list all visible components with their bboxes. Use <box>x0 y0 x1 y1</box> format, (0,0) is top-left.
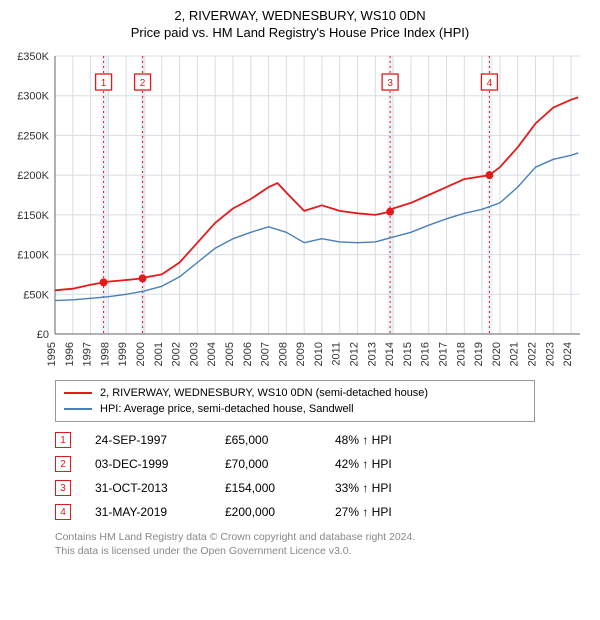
svg-text:£150K: £150K <box>17 210 49 222</box>
sales-pct: 27% ↑ HPI <box>335 505 445 519</box>
svg-text:£250K: £250K <box>17 130 49 142</box>
title-main: 2, RIVERWAY, WEDNESBURY, WS10 0DN <box>10 8 590 23</box>
svg-text:2022: 2022 <box>527 342 539 366</box>
chart-area: £0 £50K £100K £150K £200K £250K £300K £350K 1995… <box>10 46 590 376</box>
svg-text:2012: 2012 <box>349 342 361 366</box>
svg-text:2009: 2009 <box>295 342 307 366</box>
sales-date: 03-DEC-1999 <box>95 457 225 471</box>
legend-swatch <box>64 392 92 394</box>
svg-text:1: 1 <box>101 78 107 89</box>
svg-text:£200K: £200K <box>17 170 49 182</box>
svg-text:£50K: £50K <box>23 289 49 301</box>
svg-text:2006: 2006 <box>242 342 254 366</box>
footer-line-1: Contains HM Land Registry data © Crown c… <box>55 530 590 544</box>
svg-text:3: 3 <box>387 78 393 89</box>
svg-text:1999: 1999 <box>117 342 129 366</box>
sales-row-3: 4 31-MAY-2019£200,00027% ↑ HPI <box>55 500 590 524</box>
legend: 2, RIVERWAY, WEDNESBURY, WS10 0DN (semi-… <box>55 380 535 422</box>
sales-marker-icon: 3 <box>55 480 71 496</box>
legend-item-0: 2, RIVERWAY, WEDNESBURY, WS10 0DN (semi-… <box>64 385 526 401</box>
price-chart: £0 £50K £100K £150K £200K £250K £300K £350K 1995… <box>10 46 590 376</box>
svg-text:2003: 2003 <box>188 342 200 366</box>
svg-text:£350K: £350K <box>17 51 49 63</box>
sales-pct: 48% ↑ HPI <box>335 433 445 447</box>
svg-text:2013: 2013 <box>366 342 378 366</box>
svg-text:1995: 1995 <box>46 342 58 366</box>
svg-text:1997: 1997 <box>82 342 94 366</box>
titles: 2, RIVERWAY, WEDNESBURY, WS10 0DN Price … <box>10 8 590 40</box>
sales-row-0: 1 24-SEP-1997£65,00048% ↑ HPI <box>55 428 590 452</box>
sales-pct: 33% ↑ HPI <box>335 481 445 495</box>
svg-text:2001: 2001 <box>153 342 165 366</box>
svg-text:2017: 2017 <box>438 342 450 366</box>
sales-row-1: 2 03-DEC-1999£70,00042% ↑ HPI <box>55 452 590 476</box>
sales-marker-icon: 2 <box>55 456 71 472</box>
svg-text:2024: 2024 <box>562 342 574 366</box>
sales-price: £200,000 <box>225 505 335 519</box>
svg-text:2011: 2011 <box>331 342 343 366</box>
svg-text:4: 4 <box>487 78 493 89</box>
svg-text:2004: 2004 <box>206 342 218 366</box>
svg-text:2000: 2000 <box>135 342 147 366</box>
legend-swatch <box>64 408 92 410</box>
sales-date: 31-OCT-2013 <box>95 481 225 495</box>
svg-text:2005: 2005 <box>224 342 236 366</box>
footer-attribution: Contains HM Land Registry data © Crown c… <box>55 530 590 558</box>
svg-text:£300K: £300K <box>17 91 49 103</box>
svg-text:£0: £0 <box>37 329 49 341</box>
sales-marker-icon: 4 <box>55 504 71 520</box>
svg-text:2015: 2015 <box>402 342 414 366</box>
svg-text:2016: 2016 <box>420 342 432 366</box>
svg-text:1996: 1996 <box>64 342 76 366</box>
svg-text:2008: 2008 <box>277 342 289 366</box>
legend-item-1: HPI: Average price, semi-detached house,… <box>64 401 526 417</box>
svg-text:2023: 2023 <box>544 342 556 366</box>
legend-label: HPI: Average price, semi-detached house,… <box>100 401 354 417</box>
footer-line-2: This data is licensed under the Open Gov… <box>55 544 590 558</box>
svg-text:2018: 2018 <box>455 342 467 366</box>
legend-label: 2, RIVERWAY, WEDNESBURY, WS10 0DN (semi-… <box>100 385 428 401</box>
sales-date: 31-MAY-2019 <box>95 505 225 519</box>
sales-pct: 42% ↑ HPI <box>335 457 445 471</box>
svg-text:£100K: £100K <box>17 250 49 262</box>
svg-text:2014: 2014 <box>384 342 396 366</box>
svg-text:2021: 2021 <box>509 342 521 366</box>
sales-table: 1 24-SEP-1997£65,00048% ↑ HPI 2 03-DEC-1999… <box>55 428 590 524</box>
svg-text:1998: 1998 <box>99 342 111 366</box>
svg-text:2: 2 <box>140 78 146 89</box>
sales-price: £70,000 <box>225 457 335 471</box>
sales-date: 24-SEP-1997 <box>95 433 225 447</box>
svg-text:2020: 2020 <box>491 342 503 366</box>
svg-text:2002: 2002 <box>171 342 183 366</box>
svg-text:2019: 2019 <box>473 342 485 366</box>
sales-price: £154,000 <box>225 481 335 495</box>
sales-row-2: 3 31-OCT-2013£154,00033% ↑ HPI <box>55 476 590 500</box>
title-sub: Price paid vs. HM Land Registry's House … <box>10 25 590 40</box>
svg-text:2010: 2010 <box>313 342 325 366</box>
svg-text:2007: 2007 <box>260 342 272 366</box>
sales-marker-icon: 1 <box>55 432 71 448</box>
page-container: 2, RIVERWAY, WEDNESBURY, WS10 0DN Price … <box>0 0 600 620</box>
sales-price: £65,000 <box>225 433 335 447</box>
